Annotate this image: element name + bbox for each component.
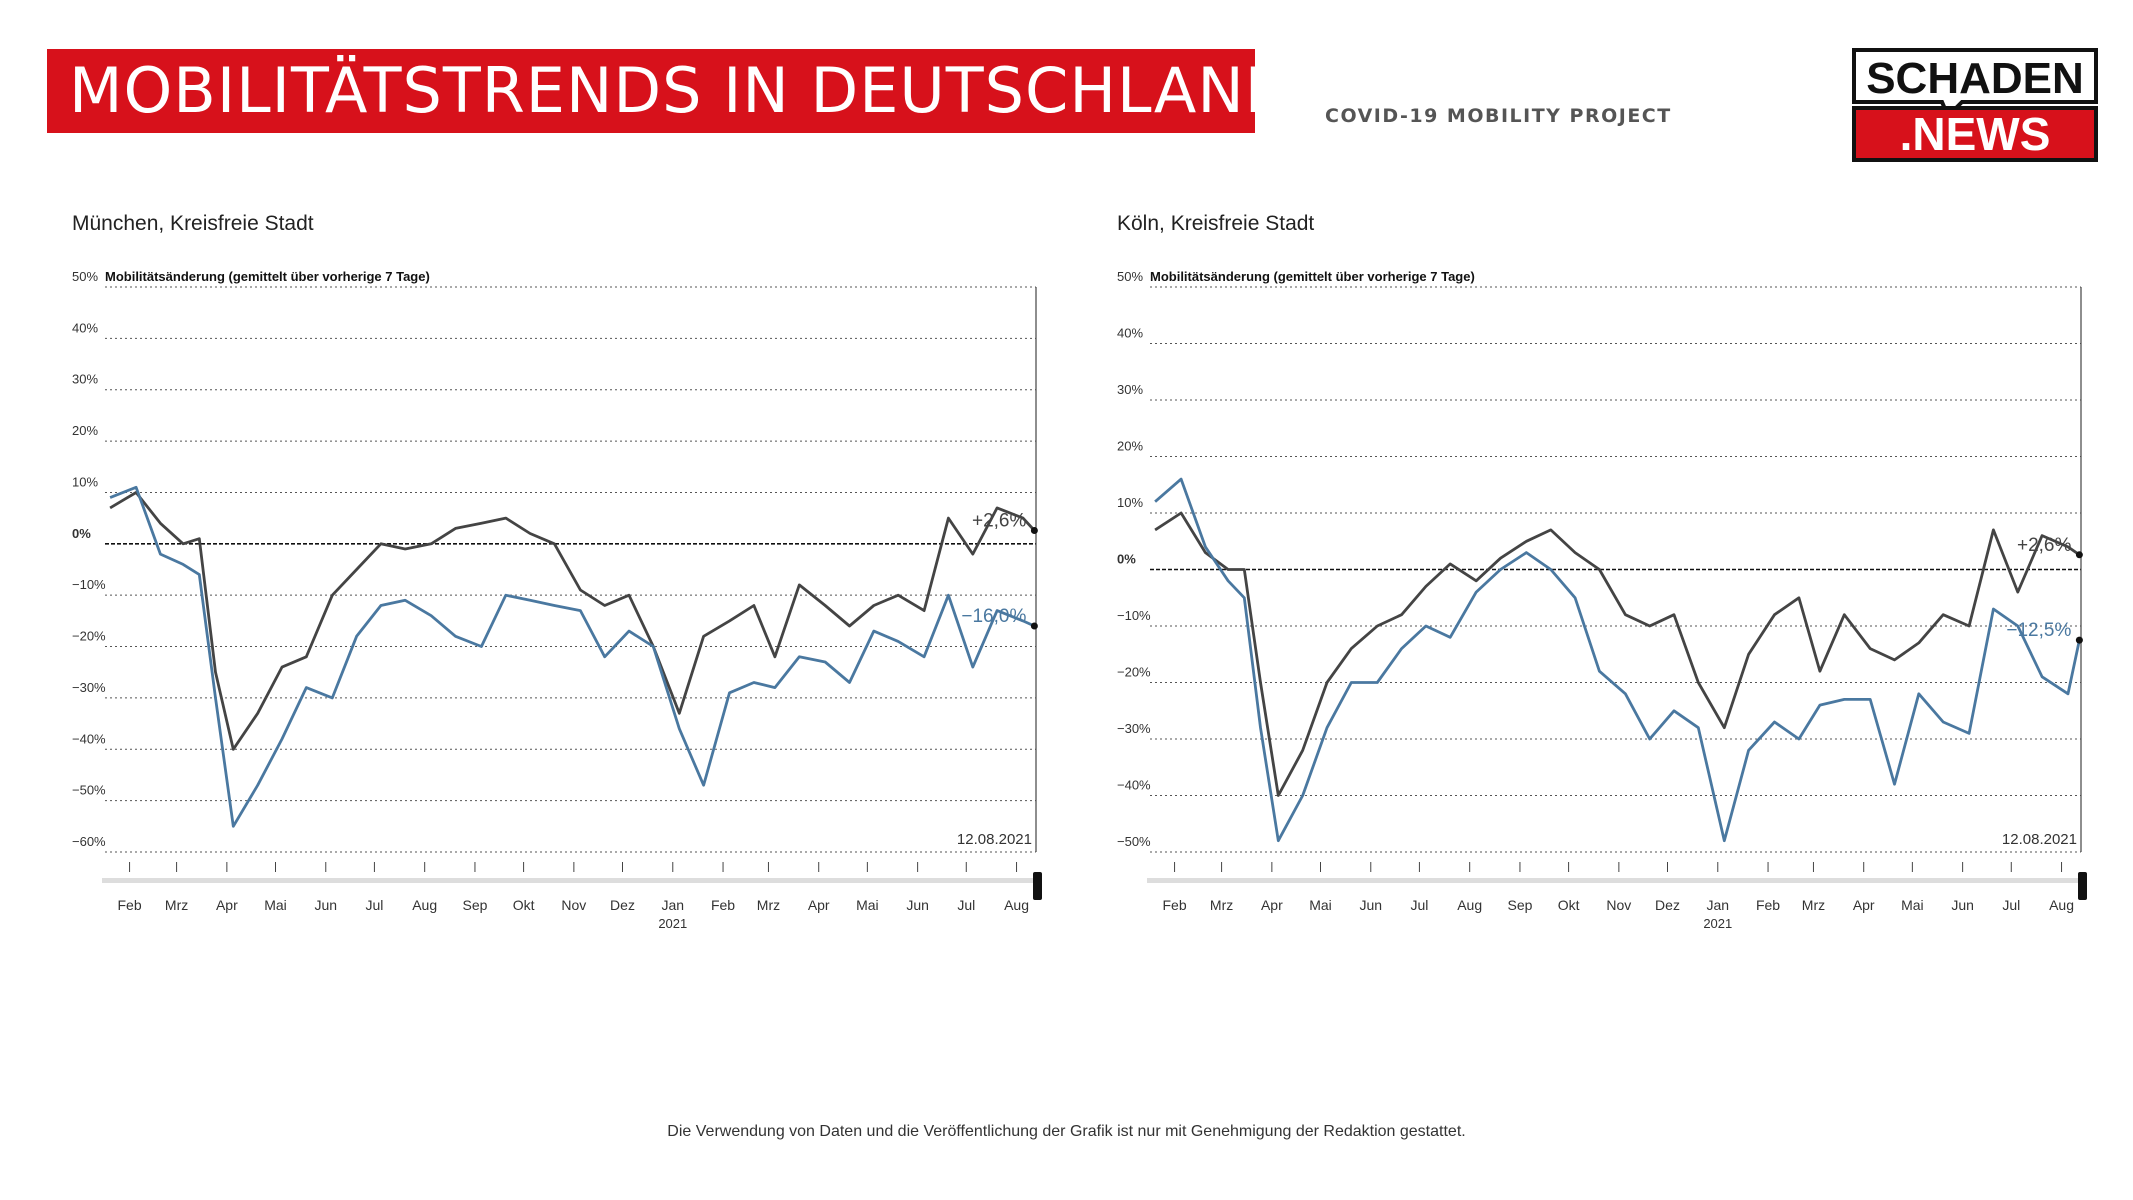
x-tick-label: Aug	[1004, 897, 1029, 913]
date-label: 12.08.2021	[2002, 831, 2077, 848]
y-tick-label: −10%	[72, 577, 106, 592]
usage-note: Die Verwendung von Daten und die Veröffe…	[667, 1123, 1466, 1140]
y-tick-label: 40%	[1117, 326, 1143, 341]
x-tick-label: Jun	[1951, 897, 1974, 913]
project-subtitle: COVID-19 MOBILITY PROJECT	[1325, 105, 1672, 127]
y-tick-label: 30%	[1117, 382, 1143, 397]
x-tick-label: Feb	[1163, 897, 1187, 913]
series-end-point	[2075, 551, 2083, 559]
y-tick-label: 20%	[1117, 439, 1143, 454]
time-slider-handle	[2078, 872, 2087, 900]
x-tick-label: Jan	[1706, 897, 1729, 913]
series-end-label: −16,0%	[961, 606, 1026, 627]
x-tick-label: Okt	[1558, 897, 1580, 913]
x-tick-label: Mai	[1309, 897, 1332, 913]
x-tick-label: Sep	[1507, 897, 1532, 913]
x-tick-label: Okt	[513, 897, 535, 913]
x-year-label: 2021	[658, 916, 687, 931]
x-tick-label: Mai	[1901, 897, 1924, 913]
page-title: MOBILITÄTSTRENDS IN DEUTSCHLAND	[69, 54, 1294, 127]
time-slider-track	[1147, 878, 2081, 883]
series-line-dark	[109, 491, 1036, 751]
x-tick-label: Sep	[462, 897, 487, 913]
x-tick-label: Jul	[1410, 897, 1428, 913]
series-line-dark	[1154, 511, 2081, 797]
y-tick-label: −40%	[1117, 778, 1151, 793]
y-tick-label: −30%	[1117, 721, 1151, 736]
series-end-point	[1030, 526, 1038, 534]
x-tick-label: Feb	[711, 897, 735, 913]
x-tick-label: Jan	[661, 897, 684, 913]
y-tick-label: −30%	[72, 680, 106, 695]
series-end-point	[1030, 622, 1038, 630]
series-end-label: −12,5%	[2006, 620, 2071, 641]
time-slider-track	[102, 878, 1036, 883]
x-tick-label: Mrz	[1210, 897, 1233, 913]
x-tick-label: Jul	[957, 897, 975, 913]
x-tick-label: Apr	[1261, 897, 1283, 913]
x-tick-label: Nov	[561, 897, 586, 913]
x-tick-label: Aug	[1457, 897, 1482, 913]
y-tick-label: −10%	[1117, 608, 1151, 623]
logo-bottom-text: .NEWS	[1900, 108, 2051, 160]
y-tick-label: 20%	[72, 423, 98, 438]
y-tick-label: 10%	[1117, 495, 1143, 510]
x-tick-label: Aug	[412, 897, 437, 913]
x-tick-label: Mai	[856, 897, 879, 913]
series-line-blue	[1154, 477, 2081, 843]
x-tick-label: Aug	[2049, 897, 2074, 913]
title-banner: MOBILITÄTSTRENDS IN DEUTSCHLAND	[47, 49, 1292, 133]
chart-title: Köln, Kreisfreie Stadt	[1117, 212, 1314, 235]
series-end-point	[2075, 636, 2083, 644]
x-tick-label: Nov	[1606, 897, 1631, 913]
x-tick-label: Mrz	[1802, 897, 1825, 913]
y-tick-label: 10%	[72, 474, 98, 489]
y-tick-label: 50%	[1117, 269, 1143, 284]
x-tick-label: Jun	[1359, 897, 1382, 913]
x-year-label: 2021	[1703, 916, 1732, 931]
x-tick-label: Feb	[1756, 897, 1780, 913]
schaden-news-logo: SCHADEN .NEWS	[1852, 48, 2098, 162]
chart-koeln: Köln, Kreisfreie Stadt 50% 40% 30% 20% 10% 0% −…	[1117, 212, 2087, 931]
series-line-blue	[109, 485, 1035, 828]
y-tick-label: −50%	[72, 783, 106, 798]
chart-muenchen: München, Kreisfreie Stadt 50% 40% 30% 20% 10%…	[72, 212, 1042, 931]
y-tick-label: 0%	[72, 526, 91, 541]
y-tick-label: 50%	[72, 269, 98, 284]
x-tick-label: Dez	[1655, 897, 1680, 913]
x-tick-label: Mrz	[165, 897, 188, 913]
y-tick-label: 0%	[1117, 552, 1136, 567]
x-tick-label: Jul	[365, 897, 383, 913]
y-axis-label: Mobilitätsänderung (gemittelt über vorhe…	[1150, 269, 1475, 284]
y-axis-label: Mobilitätsänderung (gemittelt über vorhe…	[105, 269, 430, 284]
chart-title: München, Kreisfreie Stadt	[72, 212, 314, 235]
x-tick-label: Apr	[808, 897, 830, 913]
x-tick-label: Jun	[906, 897, 929, 913]
y-tick-label: −50%	[1117, 834, 1151, 849]
x-tick-label: Jun	[314, 897, 337, 913]
x-tick-label: Apr	[1853, 897, 1875, 913]
y-tick-label: 40%	[72, 320, 98, 335]
y-tick-label: −40%	[72, 731, 106, 746]
y-tick-label: 30%	[72, 372, 98, 387]
series-end-label: +2,6%	[972, 510, 1027, 531]
x-tick-label: Dez	[610, 897, 635, 913]
x-tick-label: Apr	[216, 897, 238, 913]
date-label: 12.08.2021	[957, 831, 1032, 848]
x-tick-label: Jul	[2002, 897, 2020, 913]
logo-top-text: SCHADEN	[1866, 54, 2084, 103]
y-tick-label: −20%	[72, 629, 106, 644]
x-tick-label: Mrz	[757, 897, 780, 913]
series-end-label: +2,6%	[2017, 535, 2072, 556]
x-tick-label: Mai	[264, 897, 287, 913]
time-slider-handle	[1033, 872, 1042, 900]
x-tick-label: Feb	[118, 897, 142, 913]
y-tick-label: −20%	[1117, 665, 1151, 680]
y-tick-label: −60%	[72, 834, 106, 849]
